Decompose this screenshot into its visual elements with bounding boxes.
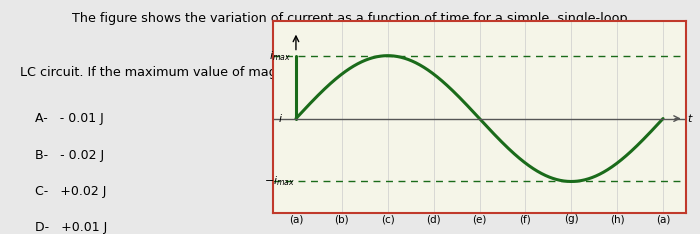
Text: i: i: [279, 113, 281, 124]
Text: t: t: [687, 113, 692, 124]
Text: A-   - 0.01 J: A- - 0.01 J: [35, 112, 104, 125]
Text: ,: ,: [354, 66, 362, 79]
Text: $-i_{max}$: $-i_{max}$: [264, 175, 295, 188]
Text: LC circuit. If the maximum value of magnetic energy is: LC circuit. If the maximum value of magn…: [20, 66, 375, 79]
Text: C-   +0.02 J: C- +0.02 J: [35, 185, 106, 198]
Text: D-   +0.01 J: D- +0.01 J: [35, 221, 107, 234]
Text: ?: ?: [657, 66, 667, 79]
Text: The figure shows the variation of current as a function of time for a simple, si: The figure shows the variation of curren…: [72, 12, 628, 25]
Text: $i_{max}$: $i_{max}$: [269, 49, 291, 62]
Text: B-   - 0.02 J: B- - 0.02 J: [35, 149, 104, 162]
Text: what is the magnetic energy at time ( g ): what is the magnetic energy at time ( g …: [363, 66, 626, 79]
Text: ( 0.02 J ): ( 0.02 J ): [300, 66, 361, 79]
